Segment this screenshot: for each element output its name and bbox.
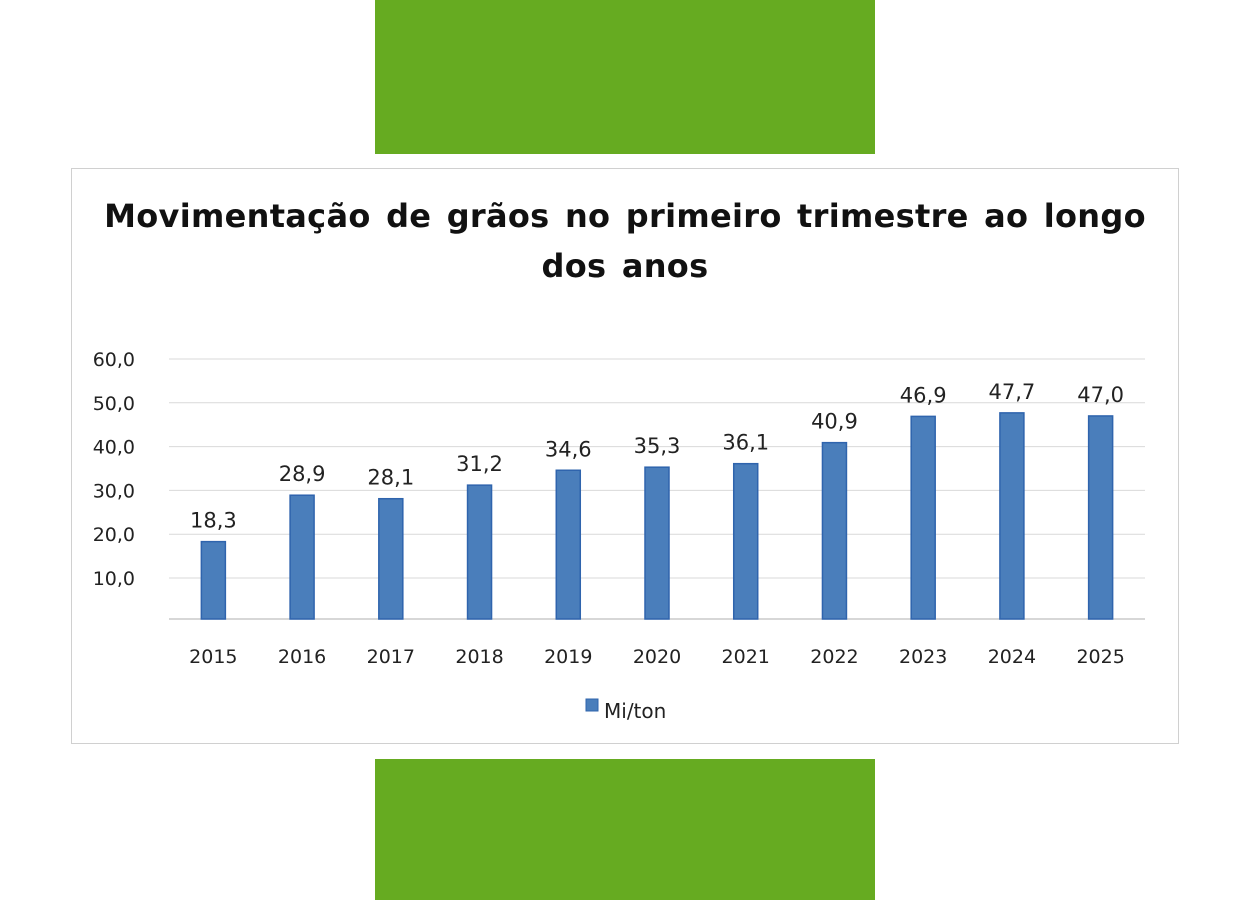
- green-banner-top: [375, 0, 875, 154]
- x-tick-label: 2020: [633, 646, 681, 668]
- bar: [378, 497, 404, 620]
- bars: [200, 412, 1114, 620]
- data-labels: 18,3 28,9 28,1 31,2 34,6 35,3 36,1 40,9 46,9 47,7…: [190, 380, 1124, 533]
- bar: [999, 412, 1025, 620]
- bar: [1087, 415, 1114, 620]
- bar: [821, 441, 848, 620]
- x-tick-label: 2018: [455, 646, 503, 668]
- chart-title: Movimentação de grãos no primeiro trimes…: [104, 197, 1146, 285]
- legend-swatch: [585, 698, 599, 712]
- data-label: 34,6: [545, 437, 592, 461]
- x-tick-label: 2021: [722, 646, 770, 668]
- x-tick-label: 2015: [189, 646, 237, 668]
- bar: [200, 540, 227, 620]
- x-tick-label: 2022: [810, 646, 858, 668]
- y-axis-tick-labels: 10,0 20,0 30,0 40,0 50,0 60,0: [93, 349, 135, 590]
- data-label: 36,1: [722, 431, 769, 455]
- data-label: 31,2: [456, 452, 503, 476]
- data-label: 40,9: [811, 410, 858, 434]
- bar-chart: 10,0 20,0 30,0 40,0 50,0 60,0 18,3 28,9 28,1 31,…: [93, 349, 1145, 723]
- data-label: 28,9: [279, 462, 326, 486]
- bar: [289, 494, 315, 620]
- x-tick-label: 2024: [988, 646, 1036, 668]
- bar: [644, 466, 670, 620]
- green-banner-bottom: [375, 759, 875, 900]
- data-label: 28,1: [367, 466, 414, 490]
- y-tick-label: 60,0: [93, 349, 135, 371]
- bar: [555, 469, 582, 620]
- bar: [466, 484, 493, 620]
- data-label: 18,3: [190, 509, 237, 533]
- y-tick-label: 10,0: [93, 568, 135, 590]
- y-tick-label: 30,0: [93, 480, 135, 502]
- x-axis-tick-labels: 2015 2016 2017 2018 2019 2020 2021 2022 2023 2024…: [189, 646, 1125, 668]
- bar: [732, 462, 759, 620]
- y-tick-label: 50,0: [93, 393, 135, 415]
- x-tick-label: 2016: [278, 646, 326, 668]
- data-label: 35,3: [634, 434, 681, 458]
- legend: Mi/ton: [585, 698, 666, 723]
- x-tick-label: 2023: [899, 646, 947, 668]
- y-tick-label: 40,0: [93, 437, 135, 459]
- y-tick-label: 20,0: [93, 524, 135, 546]
- legend-label: Mi/ton: [604, 699, 666, 723]
- chart-frame: Movimentação de grãos no primeiro trimes…: [71, 168, 1179, 744]
- data-label: 47,0: [1077, 383, 1124, 407]
- data-label: 46,9: [900, 383, 947, 407]
- x-tick-label: 2025: [1076, 646, 1124, 668]
- data-label: 47,7: [989, 380, 1036, 404]
- x-tick-label: 2019: [544, 646, 592, 668]
- x-tick-label: 2017: [367, 646, 415, 668]
- bar: [910, 415, 936, 620]
